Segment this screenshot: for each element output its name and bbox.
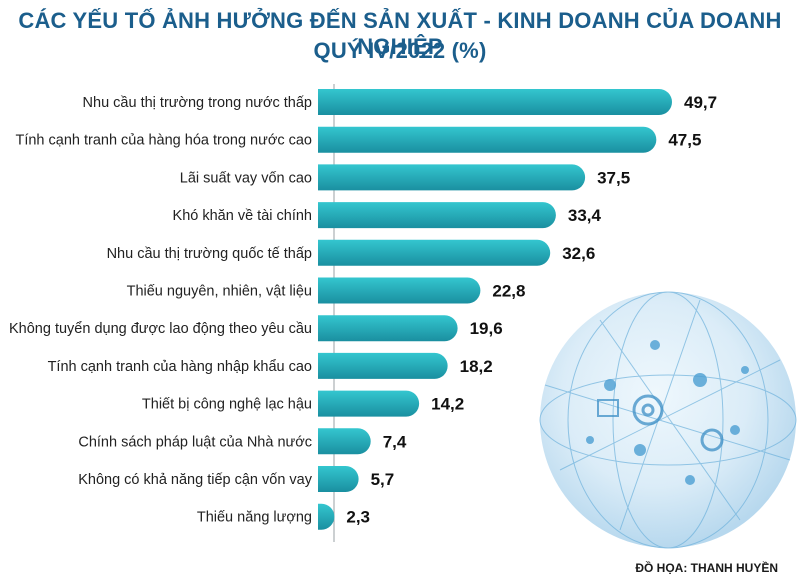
bar: [318, 202, 556, 229]
bar: [318, 164, 586, 191]
category-label: Nhu cầu thị trường quốc tế thấp: [107, 246, 312, 262]
chart-title-line1: CÁC YẾU TỐ ẢNH HƯỞNG ĐẾN SẢN XUẤT - KINH…: [18, 8, 782, 59]
value-label: 32,6: [562, 244, 595, 263]
category-label: Khó khăn về tài chính: [173, 208, 312, 224]
category-label: Tính cạnh tranh của hàng hóa trong nước …: [15, 133, 312, 149]
bar: [318, 239, 551, 266]
chart-icon: [597, 399, 619, 417]
bar: [318, 352, 448, 379]
value-label: 7,4: [383, 432, 407, 451]
bar: [318, 466, 359, 492]
bar: [318, 428, 371, 455]
category-label: Không có khả năng tiếp cận vốn vay: [78, 472, 313, 488]
graphic-credit: ĐỒ HỌA: THANH HUYỀN: [635, 561, 778, 575]
category-label: Chính sách pháp luật của Nhà nước: [78, 434, 312, 450]
bar: [318, 315, 458, 342]
gear-icon: [632, 394, 724, 452]
bar: [318, 277, 481, 304]
globe-illustration: [539, 291, 797, 549]
category-label: Tính cạnh tranh của hàng nhập khẩu cao: [48, 359, 312, 375]
value-label: 19,6: [470, 319, 503, 338]
category-label: Thiếu năng lượng: [197, 510, 312, 526]
value-label: 22,8: [492, 282, 525, 301]
value-label: 14,2: [431, 395, 464, 414]
category-label: Nhu cầu thị trường trong nước thấp: [83, 95, 312, 111]
value-label: 47,5: [668, 131, 701, 150]
bar: [318, 126, 657, 153]
value-label: 37,5: [597, 168, 630, 187]
value-label: 5,7: [371, 470, 395, 489]
chart-title-line2: QUÝ IV/2022 (%): [313, 38, 487, 63]
category-label: Lãi suất vay vốn cao: [180, 170, 312, 186]
bar: [318, 503, 335, 530]
value-label: 18,2: [460, 357, 493, 376]
category-label: Thiếu nguyên, nhiên, vật liệu: [127, 284, 312, 300]
category-label: Không tuyển dụng được lao động theo yêu …: [9, 321, 312, 337]
category-label: Thiết bị công nghệ lạc hậu: [142, 397, 312, 413]
value-label: 49,7: [684, 93, 717, 112]
bar: [318, 390, 420, 417]
value-label: 33,4: [568, 206, 602, 225]
value-label: 2,3: [346, 508, 370, 527]
bar: [318, 89, 672, 115]
